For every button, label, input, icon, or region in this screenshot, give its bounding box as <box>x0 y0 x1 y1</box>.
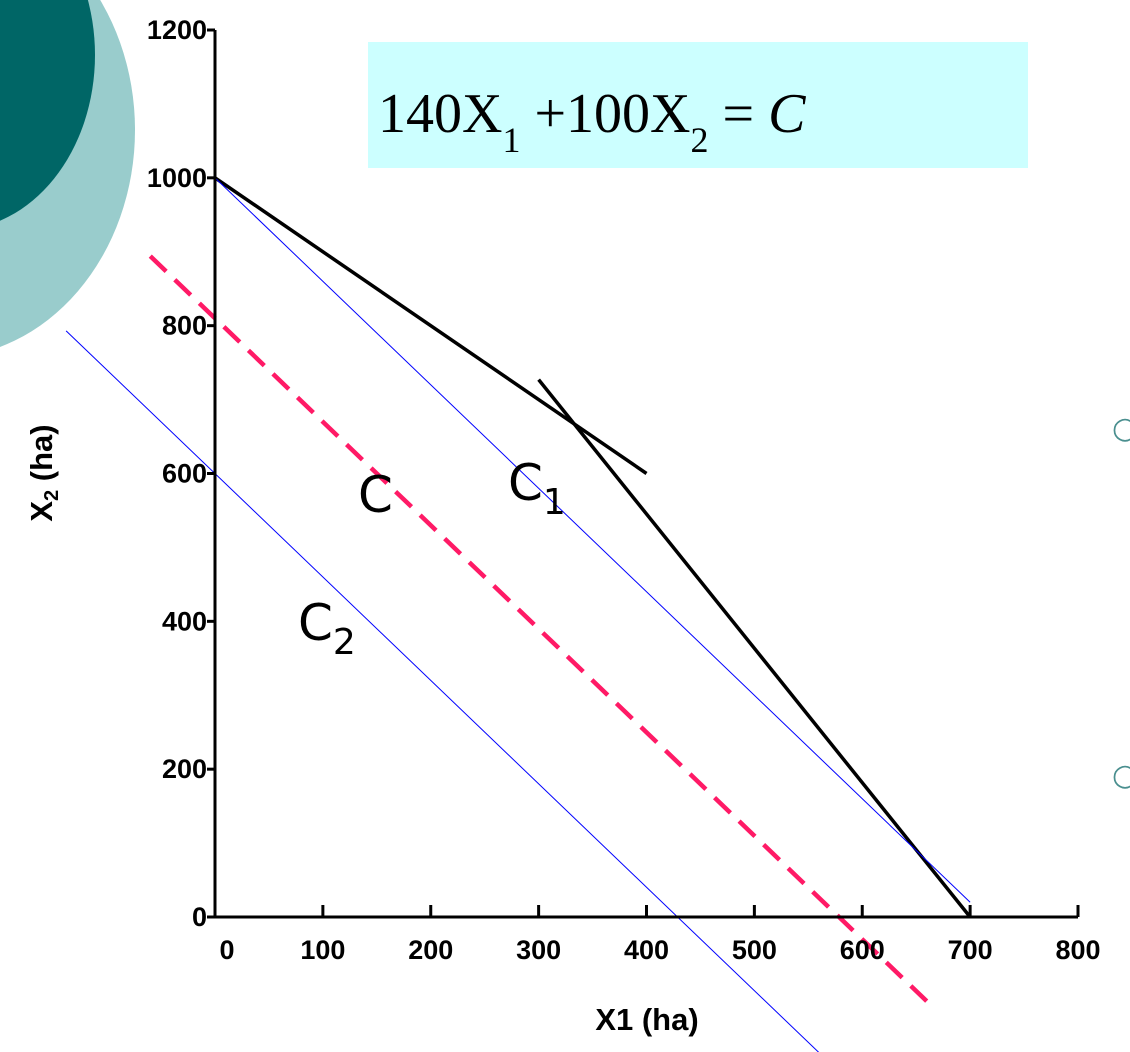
series-line <box>148 254 937 1011</box>
x-tick-label: 600 <box>840 935 885 965</box>
eq-part: = <box>708 83 768 145</box>
annotation-text: C <box>508 454 543 512</box>
annotation: C <box>358 466 393 524</box>
y-title-sub: 2 <box>41 490 63 501</box>
series-line <box>214 176 648 475</box>
annotation-sub: 2 <box>333 622 356 663</box>
plot <box>65 176 972 1052</box>
x-tick-label: 500 <box>732 935 777 965</box>
bullet: ○ <box>1112 758 1130 793</box>
x-tick-label: 800 <box>1055 935 1100 965</box>
series-line <box>214 177 971 903</box>
y-tick-label: 200 <box>162 754 207 784</box>
y-tick-label: 1000 <box>147 163 207 193</box>
equation: 140X1 +100X2 = C <box>378 83 806 160</box>
x-tick-label: 400 <box>624 935 669 965</box>
equation-box <box>368 42 1028 168</box>
y-title-part: X <box>24 501 59 522</box>
x-tick-label: 700 <box>948 935 993 965</box>
eq-part: C <box>768 83 806 145</box>
annotation-sub: 1 <box>543 482 566 523</box>
decor-circle <box>0 0 95 221</box>
x-tick-label: 300 <box>516 935 561 965</box>
eq-sub: 1 <box>502 120 520 160</box>
y-axis-title: X2 (ha) <box>24 424 63 521</box>
x-tick-label: 200 <box>408 935 453 965</box>
eq-part: 140X <box>378 83 502 145</box>
annotation: C2 <box>298 594 356 663</box>
y-tick-label: 600 <box>162 459 207 489</box>
eq-sub: 2 <box>690 120 708 160</box>
y-tick-label: 800 <box>162 311 207 341</box>
series-line <box>537 378 972 919</box>
y-tick-label: 1200 <box>147 15 207 45</box>
annotation: C1 <box>508 454 566 523</box>
y-tick-label: 400 <box>162 606 207 636</box>
annotation-text: C <box>298 594 333 652</box>
series-line <box>65 330 820 1052</box>
x-axis-title: X1 (ha) <box>595 1002 698 1037</box>
eq-part: +100X <box>520 83 690 145</box>
x-tick-label: 0 <box>219 935 234 965</box>
bullet: ○ <box>1112 411 1130 446</box>
y-title-part: (ha) <box>24 424 59 489</box>
x-tick-label: 100 <box>300 935 345 965</box>
y-tick-label: 0 <box>192 902 207 932</box>
